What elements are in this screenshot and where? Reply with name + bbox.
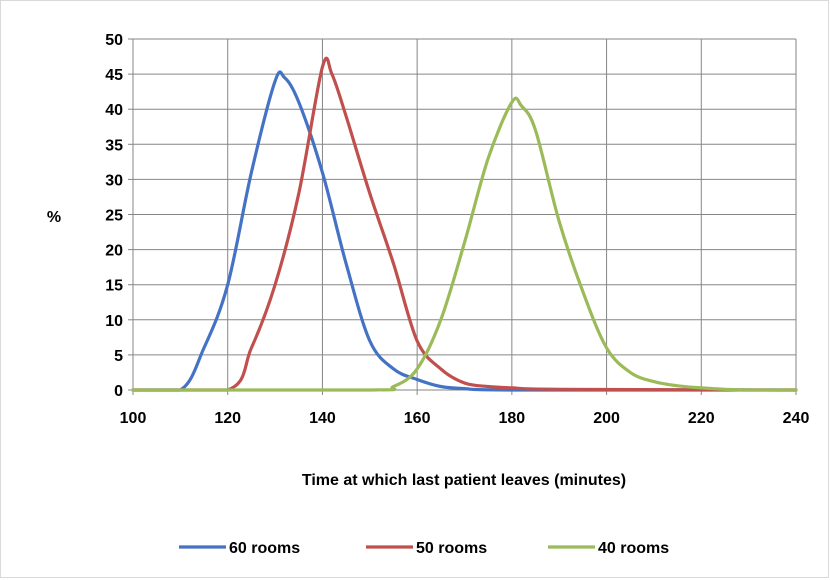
legend: 60 rooms 50 rooms 40 rooms — [179, 540, 669, 557]
x-tick-label: 100 — [120, 410, 147, 427]
series-lines — [131, 56, 798, 392]
gridlines — [133, 38, 797, 390]
x-tick-label: 220 — [688, 410, 715, 427]
y-tick-label: 10 — [105, 313, 123, 330]
x-tick-label: 140 — [309, 410, 336, 427]
legend-label-60-rooms: 60 rooms — [229, 540, 300, 557]
x-tick-label: 180 — [499, 410, 526, 427]
y-tick-label: 5 — [114, 348, 123, 365]
y-tick-label: 20 — [105, 243, 123, 260]
x-tick-label: 240 — [783, 410, 810, 427]
x-tick-label: 200 — [593, 410, 620, 427]
legend-label-50-rooms: 50 rooms — [416, 540, 487, 557]
legend-label-40-rooms: 40 rooms — [598, 540, 669, 557]
x-tick-label: 120 — [214, 410, 241, 427]
series-line-60-rooms — [131, 70, 798, 392]
y-axis-label: % — [47, 209, 61, 226]
y-tick-label: 45 — [105, 67, 123, 84]
x-axis-label: Time at which last patient leaves (minut… — [302, 472, 626, 489]
x-tick-labels: 100 120 140 160 180 200 220 240 — [120, 410, 810, 427]
y-tick-label: 0 — [114, 383, 123, 400]
x-tick-label: 160 — [404, 410, 431, 427]
y-tick-label: 30 — [105, 172, 123, 189]
y-tick-label: 40 — [105, 102, 123, 119]
y-tick-label: 15 — [105, 278, 123, 295]
y-tick-labels: 0 5 10 15 20 25 30 35 40 45 50 — [105, 32, 123, 400]
y-tick-label: 35 — [105, 137, 123, 154]
y-tick-label: 25 — [105, 208, 123, 225]
series-line-40-rooms — [131, 96, 798, 392]
y-tick-label: 50 — [105, 32, 123, 49]
series-line-50-rooms — [131, 56, 798, 392]
